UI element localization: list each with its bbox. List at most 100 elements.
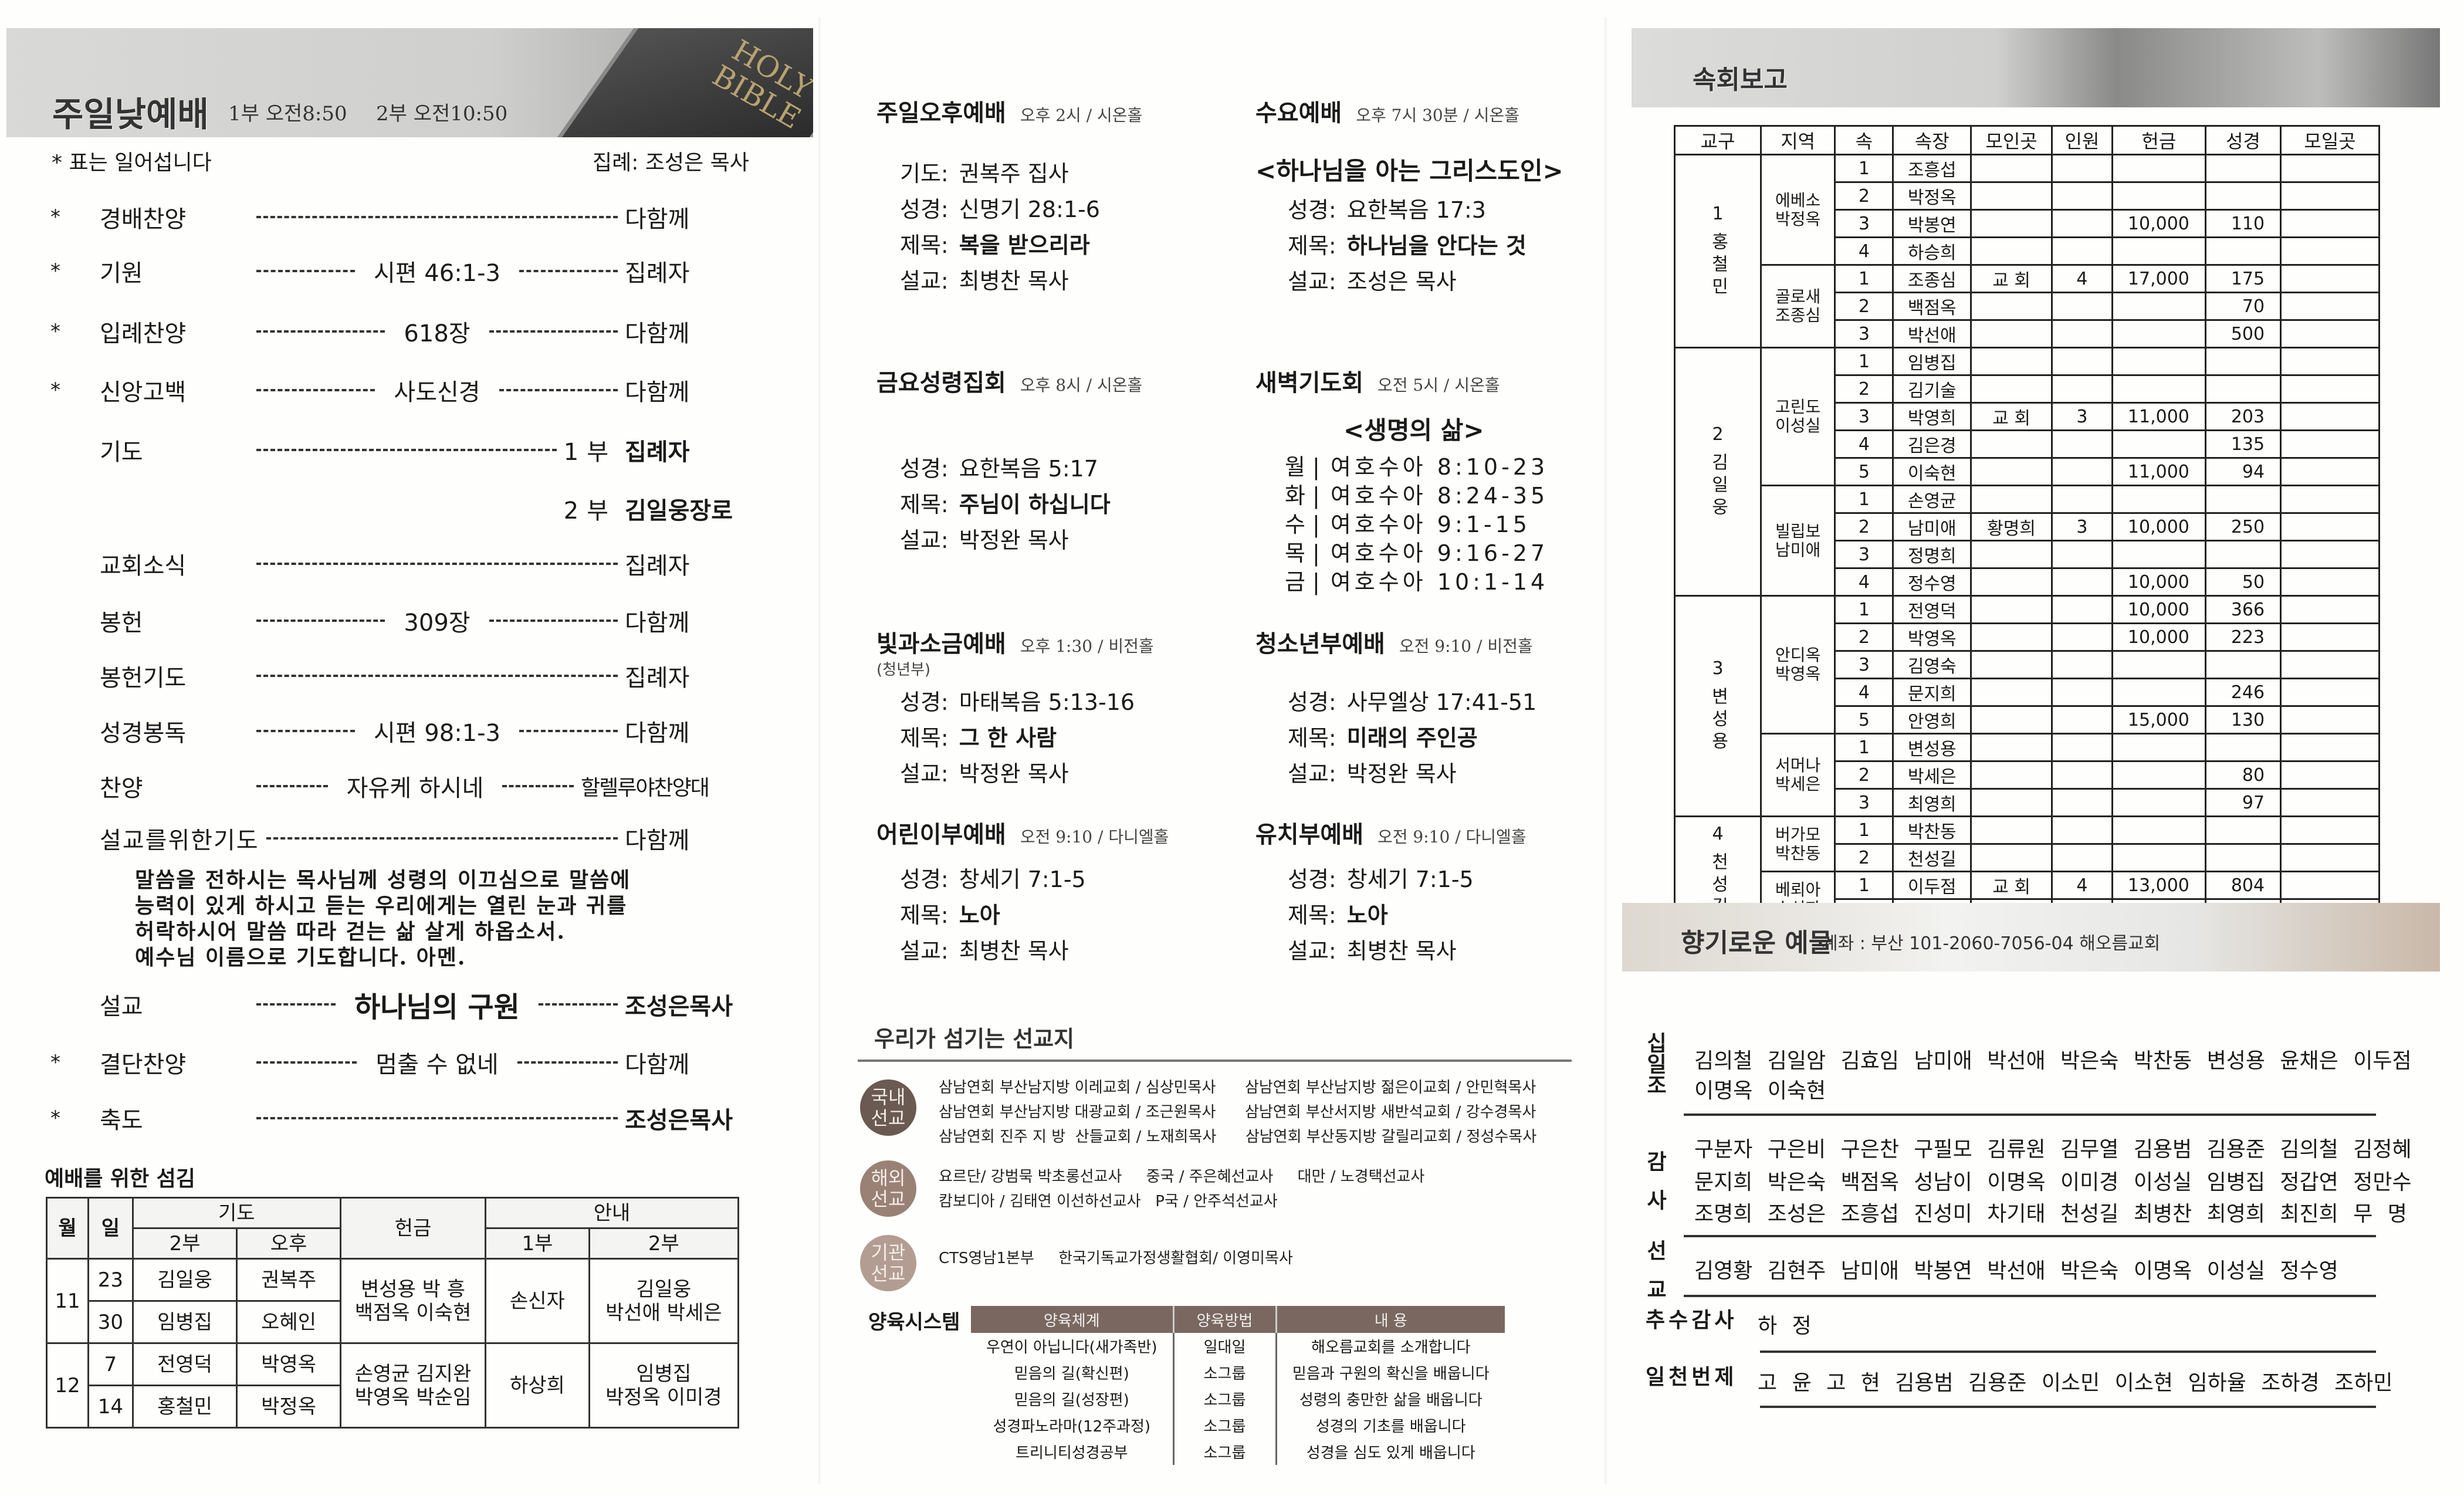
group-leader: 문지희 <box>1892 678 1972 707</box>
line-key: 기도: <box>900 161 949 187</box>
district-number: 2 <box>1712 424 1724 445</box>
section-divider <box>1684 1113 2376 1116</box>
group-number: 3 <box>1834 540 1894 569</box>
line-key: 설교: <box>900 527 949 553</box>
header-prayer-2: 2부 <box>131 1227 238 1260</box>
liturgy-item-leader: 다함께 <box>625 720 690 747</box>
prayer-2-cell: 김일웅 <box>131 1258 238 1302</box>
dashed-leader <box>256 330 385 333</box>
line-value: 마태복음 5:13-16 <box>959 689 1135 715</box>
group-number: 4 <box>1834 236 1894 266</box>
line-value: 여호수아 8:10-23 <box>1330 454 1549 480</box>
service-line: 제목: 하나님을 안다는 것 <box>1288 228 1527 260</box>
badge-label: 기관 <box>871 1241 906 1264</box>
line-key: 성경: <box>900 456 949 482</box>
bible-count: 804 <box>2204 871 2282 900</box>
line-key: 설교: <box>900 761 949 787</box>
service-title: 어린이부예배 <box>876 821 1006 848</box>
group-leader: 백점옥 <box>1892 292 1972 321</box>
meeting-place: 교 회 <box>1970 871 2053 900</box>
meeting-next <box>2280 843 2380 872</box>
attendance <box>2051 457 2113 486</box>
group-leader: 임병집 <box>1892 347 1972 376</box>
liturgy-item-leader: 김일웅장로 <box>625 497 733 524</box>
offering-title: 향기로운 예물 <box>1681 928 1833 958</box>
sermon-prayer: 말씀을 전하시는 목사님께 성령의 이끄심으로 말씀에 능력이 있게 하시고 듣는… <box>135 867 631 970</box>
report-row: 5 안영희 15,000 130 <box>1675 705 2380 735</box>
usher-names: 임병집 <box>636 1362 692 1386</box>
service-part: 2부 <box>563 497 617 524</box>
line-key: 제목: <box>900 902 949 928</box>
dashed-leader <box>499 389 618 391</box>
offering-amount <box>2111 292 2206 321</box>
service-header: 새벽기도회 오전 5시 / 시온홀 <box>1255 364 1500 398</box>
area-leader: 박세은 <box>1775 774 1821 794</box>
area-cell: 서머나 박세은 <box>1759 733 1836 817</box>
service-time: 오후 1:30 / 비전홀 <box>1020 637 1154 656</box>
line-value: 조성은 목사 <box>1346 269 1457 295</box>
attendance <box>2051 705 2113 735</box>
line-key: 성경: <box>1288 197 1336 223</box>
offering-names-line: 조명희 조성은 조흥섭 진성미 차기태 천성길 최병찬 최영희 최진희 무 명 <box>1694 1202 2407 1226</box>
group-leader: 박선애 <box>1892 319 1972 348</box>
nurture-cell: 트리니티성경공부 <box>971 1439 1175 1465</box>
section-divider <box>1684 1235 2376 1237</box>
report-header: 인원 <box>2051 125 2113 155</box>
prayer-2-cell: 전영덕 <box>131 1342 238 1386</box>
mission-line: 캄보디아 / 김태연 이선하선교사 P국 / 안주석선교사 <box>939 1193 1278 1210</box>
meeting-place <box>1970 429 2053 459</box>
mission-category-badge: 기관 선교 <box>860 1235 916 1291</box>
meeting-place <box>1970 374 2053 404</box>
service-theme: <생명의 삶> <box>1343 416 1484 445</box>
offering-amount <box>2111 733 2206 762</box>
line-key: 월 | <box>1285 454 1320 480</box>
nurture-cell: 성경을 심도 있게 배웁니다 <box>1306 1444 1475 1462</box>
offering-amount: 10,000 <box>2111 622 2206 652</box>
line-value: 미래의 주인공 <box>1346 725 1478 751</box>
meeting-next <box>2280 788 2380 817</box>
offering-names-line: 문지희 박은숙 백점옥 성남이 이명옥 이미경 이성실 임병집 정갑연 정만수 <box>1694 1170 2412 1194</box>
bible-cover-text: HOLY BIBLE <box>706 33 813 136</box>
mission-line: 삼남연회 부산남지방 이레교회 / 심상민목사 삼남연회 부산남지방 젊은이교회… <box>939 1079 1536 1096</box>
area-name: 안디옥 <box>1775 645 1821 665</box>
offering-amount: 10,000 <box>2111 209 2206 238</box>
meeting-place <box>1970 705 2053 735</box>
group-leader: 하승희 <box>1892 236 1972 266</box>
header-month: 월 <box>46 1197 89 1260</box>
offering-amount <box>2111 347 2206 376</box>
liturgy-item-detail: 사도신경 <box>394 379 480 406</box>
line-value: 하나님을 안다는 것 <box>1346 233 1527 259</box>
attendance <box>2051 374 2113 404</box>
meeting-place <box>1970 347 2053 376</box>
day-cell: 30 <box>87 1300 134 1344</box>
offering-cell: 손영균 김지완 박영옥 박순임 <box>339 1342 487 1429</box>
service-time: 오전 9:10 / 다니엘홀 <box>1377 827 1527 847</box>
panel-divider <box>818 18 822 1484</box>
nurture-cell: 성경파노라마(12주과정) <box>971 1412 1175 1439</box>
liturgy-row: * 결단찬양 멈출 수 없네 다함께 <box>35 1045 769 1080</box>
area-leader: 박찬동 <box>1775 843 1821 863</box>
dashed-leader <box>502 785 574 787</box>
prayer-2-cell: 홍철민 <box>131 1385 238 1429</box>
meeting-next <box>2280 595 2380 624</box>
group-number: 4 <box>1834 567 1894 597</box>
meeting-next <box>2280 485 2380 514</box>
serving-row: 11 23 김일웅 권복주 변성용 박 흥 백점옥 이숙현 손신자 김일웅 박선애 박세은 <box>46 1258 740 1344</box>
day-cell: 7 <box>87 1342 134 1386</box>
line-key: 설교: <box>1288 761 1336 787</box>
bible-count: 94 <box>2204 457 2282 486</box>
serving-table: 월 일 기도 헌금 안내 2부 오후 1부 2부 11 23 김일웅 권복주 변성용 박 흥 백점옥 이… <box>46 1197 740 1429</box>
area-name: 서머나 <box>1775 756 1821 775</box>
group-number: 1 <box>1834 733 1894 762</box>
line-value: 노아 <box>959 902 1000 928</box>
service-line: 화 | 여호수아 8:24-35 <box>1285 478 1548 510</box>
usher-2-cell: 김일웅 박선애 박세은 <box>588 1258 740 1344</box>
offering-amount: 15,000 <box>2111 705 2206 735</box>
attendance <box>2051 485 2113 514</box>
dashed-leader <box>256 620 385 622</box>
line-key: 성경: <box>900 689 949 715</box>
dashed-leader <box>256 1117 618 1119</box>
bible-count: 250 <box>2204 512 2282 541</box>
area-cell: 빌립보 남미애 <box>1759 485 1836 597</box>
group-leader: 정명희 <box>1892 540 1972 569</box>
